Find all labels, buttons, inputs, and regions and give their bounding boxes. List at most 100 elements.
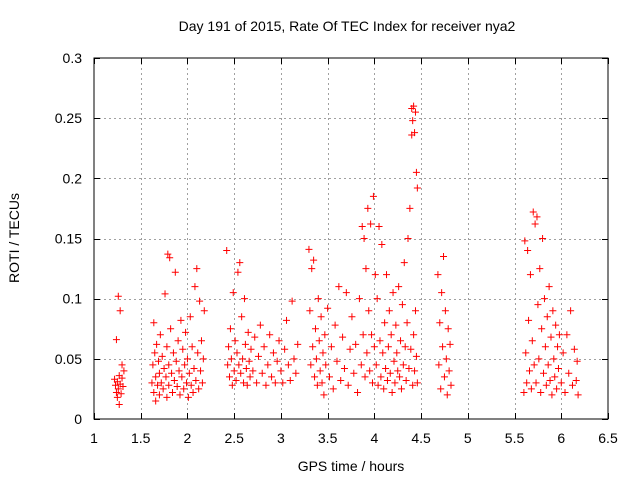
data-point xyxy=(348,313,356,321)
data-point xyxy=(400,259,408,267)
data-point xyxy=(230,367,238,375)
data-point xyxy=(546,376,554,384)
data-point xyxy=(170,376,178,384)
data-point xyxy=(234,268,242,276)
y-tick-label: 0.25 xyxy=(55,110,82,126)
x-axis-label: GPS time / hours xyxy=(298,458,405,474)
data-point xyxy=(224,361,232,369)
data-point xyxy=(442,355,450,363)
x-tick-label: 4.5 xyxy=(411,430,431,446)
data-point xyxy=(307,361,315,369)
data-point xyxy=(254,352,262,360)
y-tick-label: 0 xyxy=(74,411,82,427)
data-point xyxy=(322,361,330,369)
data-point xyxy=(195,385,203,393)
data-point xyxy=(568,381,576,389)
x-tick-label: 4 xyxy=(370,430,378,446)
data-point xyxy=(187,381,195,389)
data-point xyxy=(246,373,254,381)
data-point xyxy=(290,355,298,363)
data-point xyxy=(152,373,160,381)
data-point xyxy=(370,343,378,351)
data-point xyxy=(288,297,296,305)
x-tick-label: 2 xyxy=(184,430,192,446)
data-point xyxy=(520,389,528,397)
data-point xyxy=(155,391,163,399)
data-point xyxy=(165,381,173,389)
data-point xyxy=(226,325,234,333)
data-point xyxy=(371,271,379,279)
data-point xyxy=(326,373,334,381)
data-point xyxy=(388,389,396,397)
data-point xyxy=(374,381,382,389)
data-point xyxy=(563,331,571,339)
data-point xyxy=(376,337,384,345)
data-point xyxy=(545,283,553,291)
data-point xyxy=(377,373,385,381)
data-point xyxy=(240,379,248,387)
data-point xyxy=(200,307,208,315)
data-point xyxy=(386,369,394,377)
data-point xyxy=(245,357,253,365)
data-point xyxy=(368,331,376,339)
data-point xyxy=(154,381,162,389)
data-point xyxy=(525,316,533,324)
data-point xyxy=(199,355,207,363)
data-point xyxy=(163,393,171,401)
data-point xyxy=(317,313,325,321)
data-point xyxy=(268,373,276,381)
data-point xyxy=(552,321,560,329)
data-point xyxy=(555,331,563,339)
data-point xyxy=(561,389,569,397)
data-points xyxy=(111,102,582,409)
x-tick-label: 2.5 xyxy=(224,430,244,446)
data-point xyxy=(438,289,446,297)
data-point xyxy=(197,367,205,375)
x-tick-label: 3 xyxy=(277,430,285,446)
data-point xyxy=(310,256,318,264)
data-point xyxy=(251,333,259,341)
x-tick-label: 3.5 xyxy=(318,430,338,446)
data-point xyxy=(283,316,291,324)
data-point xyxy=(183,355,191,363)
data-point xyxy=(363,349,371,357)
data-point xyxy=(256,321,264,329)
data-point xyxy=(340,364,348,372)
data-point xyxy=(385,307,393,315)
data-point xyxy=(116,307,124,315)
data-point xyxy=(397,337,405,345)
data-point xyxy=(327,343,335,351)
data-point xyxy=(169,349,177,357)
data-point xyxy=(553,385,561,393)
plot-frame xyxy=(93,57,609,420)
data-point xyxy=(359,331,367,339)
data-point xyxy=(160,364,168,372)
data-point xyxy=(570,345,578,353)
data-point xyxy=(534,301,542,309)
data-point xyxy=(198,379,206,387)
data-point xyxy=(372,361,380,369)
data-point xyxy=(314,295,322,303)
data-point xyxy=(319,349,327,357)
data-point xyxy=(574,391,582,399)
data-point xyxy=(253,379,261,387)
data-point xyxy=(387,331,395,339)
data-point xyxy=(242,364,250,372)
data-point xyxy=(397,385,405,393)
data-point xyxy=(350,369,358,377)
data-point xyxy=(383,271,391,279)
axis-ticks: 1 1.5 2 2.5 3 3.5 4 4.5 5 5.5 6 6.5 0 0.05 0.1 0.15 0.2 0… xyxy=(55,50,618,446)
data-point xyxy=(413,379,421,387)
data-point xyxy=(362,265,370,273)
data-point xyxy=(227,355,235,363)
data-point xyxy=(544,361,552,369)
data-point xyxy=(161,290,169,298)
data-point xyxy=(149,361,157,369)
data-point xyxy=(355,295,363,303)
data-point xyxy=(411,129,419,137)
data-point xyxy=(411,307,419,315)
data-point xyxy=(324,304,332,312)
y-tick-label: 0.05 xyxy=(55,351,82,367)
data-point xyxy=(186,313,194,321)
